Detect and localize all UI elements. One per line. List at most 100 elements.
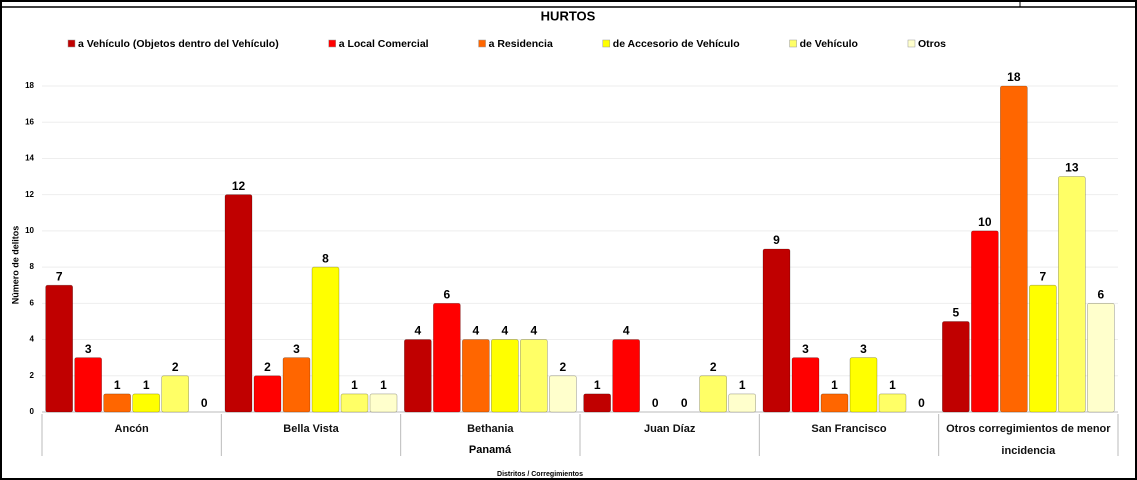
- bar: [1000, 85, 1028, 413]
- data-label: 3: [802, 342, 809, 356]
- chart-title: HURTOS: [541, 8, 596, 23]
- legend-swatch: [67, 39, 76, 48]
- y-tick-label: 18: [25, 81, 34, 90]
- data-label: 5: [952, 306, 959, 320]
- data-label: 3: [293, 342, 300, 356]
- bar: [45, 284, 73, 413]
- x-tick-label: Otros corregimientos de menor incidencia: [946, 423, 1111, 457]
- x-tick-label: Bethania: [467, 423, 514, 435]
- bar: [103, 393, 131, 413]
- bar: [791, 357, 820, 413]
- data-label: 3: [85, 342, 92, 356]
- y-axis-label: Número de delitos: [10, 226, 20, 305]
- data-label: 1: [739, 378, 746, 392]
- bar: [369, 393, 398, 413]
- bar: [1087, 303, 1115, 413]
- bar: [762, 248, 791, 413]
- data-label: 7: [56, 269, 63, 283]
- data-label: 4: [414, 324, 421, 338]
- bar: [404, 339, 432, 413]
- legend-label: a Residencia: [489, 38, 553, 50]
- data-label: 2: [559, 360, 566, 374]
- x-axis-label: Distritos / Corregimientos: [497, 471, 583, 478]
- data-label: 13: [1065, 161, 1079, 175]
- bar: [583, 393, 611, 413]
- data-label: 10: [978, 215, 992, 229]
- data-label: 2: [264, 360, 271, 374]
- legend-swatch: [478, 39, 486, 48]
- data-label: 1: [114, 378, 121, 392]
- data-label: 12: [232, 179, 246, 193]
- data-label: 18: [1007, 70, 1021, 84]
- bar: [612, 339, 640, 413]
- legend-label: Otros: [918, 38, 946, 50]
- data-label: 4: [472, 324, 479, 338]
- legend-label: a Vehículo (Objetos dentro del Vehículo): [78, 38, 279, 50]
- y-tick-label: 6: [30, 298, 35, 307]
- y-tick-label: 12: [25, 190, 34, 199]
- y-tick-label: 0: [30, 407, 35, 416]
- bar: [462, 339, 490, 413]
- bar: [311, 266, 340, 413]
- x-tick-label: Ancón: [114, 423, 149, 435]
- group-label: Panamá: [469, 444, 512, 456]
- bar: [728, 393, 756, 413]
- data-label: 9: [773, 233, 780, 247]
- legend-label: de Vehículo: [800, 38, 858, 50]
- bar: [820, 393, 849, 413]
- bar: [132, 393, 160, 413]
- legend-swatch: [602, 39, 611, 48]
- data-label: 4: [530, 324, 537, 338]
- bar: [491, 339, 519, 413]
- bar: [282, 357, 311, 413]
- bar: [340, 393, 369, 413]
- data-label: 1: [889, 378, 896, 392]
- bar: [161, 375, 189, 413]
- bar: [878, 393, 907, 413]
- data-label: 0: [918, 396, 925, 410]
- data-label: 4: [623, 324, 630, 338]
- legend-swatch: [907, 39, 916, 48]
- bar: [253, 375, 282, 413]
- y-tick-label: 14: [25, 154, 34, 163]
- data-label: 0: [681, 396, 688, 410]
- data-label: 6: [443, 288, 450, 302]
- data-label: 1: [594, 378, 601, 392]
- data-label: 2: [172, 360, 179, 374]
- data-label: 1: [380, 378, 387, 392]
- legend-swatch: [789, 39, 797, 48]
- data-label: 3: [860, 342, 867, 356]
- bar: [942, 321, 970, 413]
- bar: [433, 303, 461, 413]
- y-tick-label: 8: [30, 262, 35, 271]
- data-label: 0: [652, 396, 659, 410]
- data-label: 6: [1097, 288, 1104, 302]
- data-label: 0: [201, 396, 208, 410]
- data-label: 2: [710, 360, 717, 374]
- bar: [549, 375, 577, 413]
- legend-label: a Local Comercial: [339, 38, 429, 50]
- y-tick-label: 4: [30, 335, 35, 344]
- x-tick-label: Bella Vista: [283, 423, 339, 435]
- data-label: 1: [351, 378, 358, 392]
- y-tick-label: 2: [30, 371, 35, 380]
- bar: [520, 339, 548, 413]
- bar: [224, 194, 253, 413]
- bar: [1058, 176, 1086, 413]
- y-tick-label: 16: [25, 117, 34, 126]
- data-label: 7: [1039, 269, 1046, 283]
- bar: [699, 375, 727, 413]
- legend-label: de Accesorio de Vehículo: [613, 38, 740, 50]
- bar: [1029, 284, 1057, 413]
- data-label: 4: [501, 324, 508, 338]
- data-label: 8: [322, 251, 329, 265]
- x-tick-label: Juan Díaz: [643, 423, 696, 435]
- x-tick-label: San Francisco: [811, 423, 887, 435]
- bar: [849, 357, 878, 413]
- bar: [971, 230, 999, 413]
- bar: [74, 357, 102, 413]
- data-label: 1: [143, 378, 150, 392]
